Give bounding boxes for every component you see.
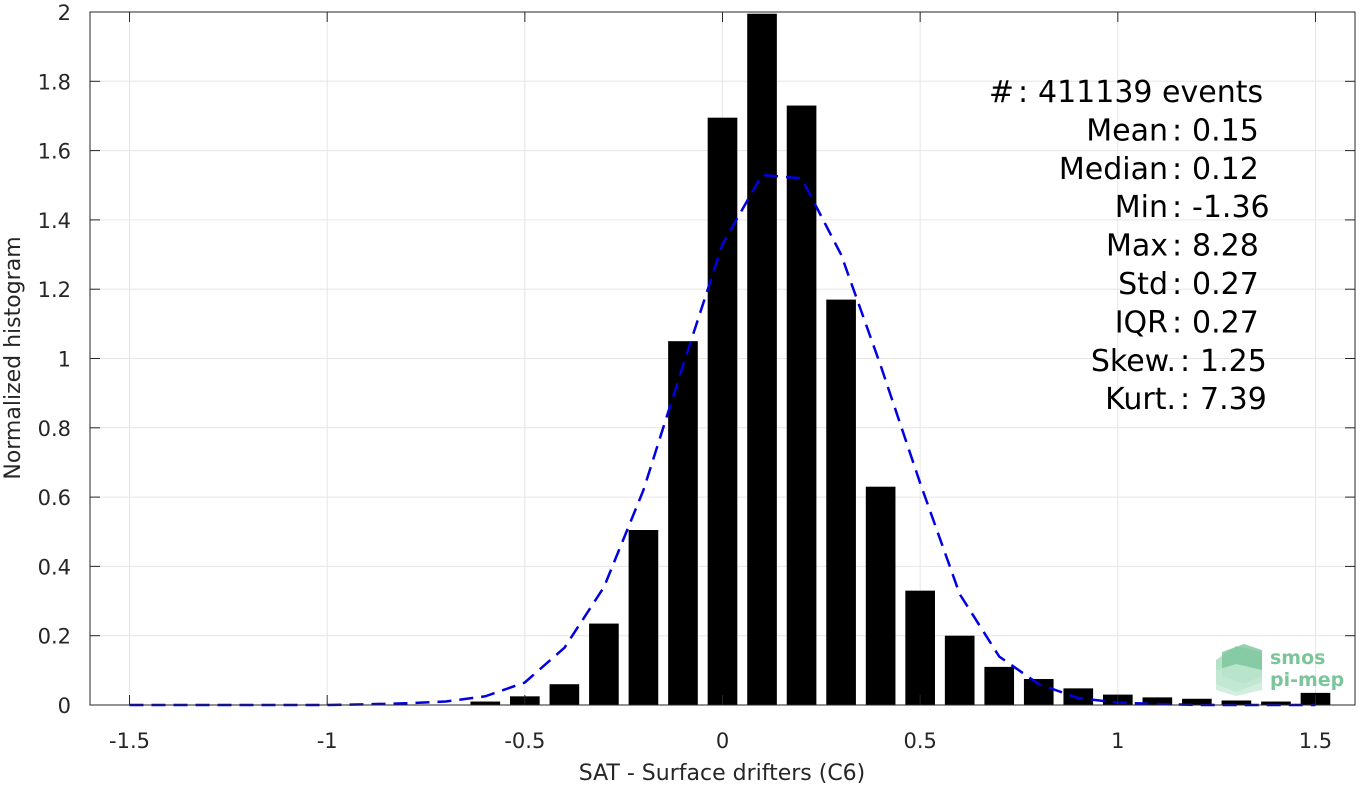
histogram-bar (984, 666, 1015, 705)
histogram-bar (1261, 701, 1291, 705)
x-axis-ticks: -1.5 -1 -0.5 0 0.5 1 1.5 (109, 12, 1332, 753)
histogram-bar (707, 117, 738, 706)
smos-pimep-logo: smos pi-mep (1216, 644, 1344, 696)
stat-value: 0.27 (1192, 305, 1259, 340)
stat-separator: : (1018, 75, 1028, 110)
x-tick-label: -1 (317, 729, 338, 753)
y-axis-ticks: 0 0.2 0.4 0.6 0.8 1 1.2 1.4 1.6 1.8 2 (38, 1, 1355, 718)
y-tick-label: 2 (58, 1, 71, 25)
stat-label: Skew. (1091, 344, 1176, 379)
stat-separator: : (1180, 382, 1190, 417)
histogram-bars (470, 13, 1331, 706)
histogram-bar (549, 684, 580, 705)
stat-value: -1.36 (1192, 190, 1270, 225)
stat-label: Min (1115, 190, 1168, 225)
histogram-bar (865, 486, 896, 705)
histogram-bar (786, 105, 817, 706)
stat-label: # (989, 75, 1014, 110)
stat-value: 0.12 (1192, 152, 1259, 187)
x-tick-label: 0 (716, 729, 729, 753)
stat-separator: : (1180, 344, 1190, 379)
stat-value: 0.27 (1192, 267, 1259, 302)
histogram-bar (1142, 697, 1173, 705)
stat-label: IQR (1115, 305, 1168, 340)
y-tick-label: 1.2 (38, 278, 71, 302)
stat-label: Std (1118, 267, 1168, 302)
histogram-bar (747, 13, 777, 706)
logo-text-line1: smos (1270, 647, 1325, 669)
y-tick-label: 1.6 (38, 140, 71, 164)
stat-value: 1.25 (1200, 344, 1267, 379)
y-tick-label: 0 (58, 694, 71, 718)
histogram-bar (1221, 700, 1252, 705)
stat-value: 0.15 (1192, 113, 1259, 148)
y-tick-label: 0.8 (38, 417, 71, 441)
y-tick-label: 1.8 (38, 70, 71, 94)
stat-value: 7.39 (1200, 382, 1267, 417)
y-tick-label: 1 (58, 348, 71, 372)
logo-text-line2: pi-mep (1270, 669, 1344, 691)
stat-separator: : (1172, 113, 1182, 148)
histogram-bar (944, 635, 975, 705)
histogram-bar (628, 530, 659, 705)
y-axis-label: Normalized histogram (1, 236, 26, 479)
stat-label: Max (1106, 229, 1168, 264)
stat-label: Mean (1086, 113, 1168, 148)
x-tick-label: 1 (1111, 729, 1124, 753)
x-tick-label: -1.5 (109, 729, 150, 753)
x-axis-label: SAT - Surface drifters (C6) (579, 761, 866, 785)
stat-separator: : (1172, 152, 1182, 187)
y-tick-label: 1.4 (38, 209, 71, 233)
histogram-bar (905, 590, 935, 705)
y-tick-label: 0.2 (38, 625, 71, 649)
histogram-bar (1182, 698, 1212, 705)
stat-separator: : (1172, 267, 1182, 302)
histogram-bar (1063, 688, 1094, 705)
stat-value: 8.28 (1192, 229, 1259, 264)
stat-label: Kurt. (1105, 382, 1176, 417)
histogram-bar (826, 299, 856, 705)
y-tick-label: 0.6 (38, 486, 71, 510)
stat-label: Median (1059, 152, 1168, 187)
x-tick-label: -0.5 (504, 729, 545, 753)
histogram-bar (668, 341, 698, 705)
histogram-bar (470, 701, 501, 705)
stat-separator: : (1172, 229, 1182, 264)
stat-value: 411139 events (1038, 75, 1263, 110)
stat-separator: : (1172, 305, 1182, 340)
histogram-bar (589, 623, 619, 705)
x-tick-label: 1.5 (1299, 729, 1332, 753)
logo-mark (1216, 644, 1262, 696)
stat-separator: : (1172, 190, 1182, 225)
x-tick-label: 0.5 (903, 729, 936, 753)
y-tick-label: 0.4 (38, 555, 71, 579)
